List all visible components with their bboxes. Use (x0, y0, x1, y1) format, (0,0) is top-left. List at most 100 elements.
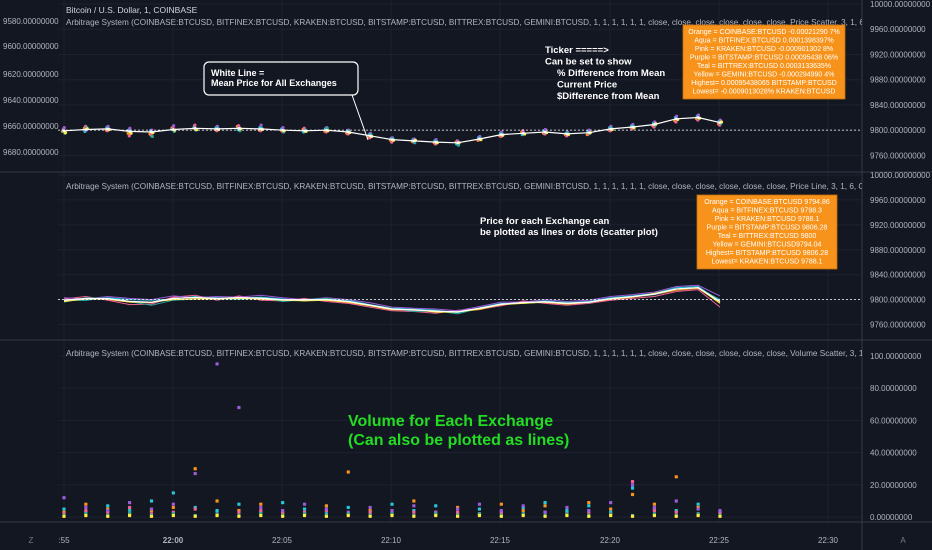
white-line-callout-pointer (351, 94, 369, 141)
volume-point-s1-26 (630, 486, 635, 490)
volume-point-s1-29 (696, 502, 700, 506)
volume-point-s5-23 (565, 513, 569, 518)
volume-right-tick-0: 100.00000000 (870, 352, 922, 361)
volume-point-s2-27 (652, 509, 656, 513)
volume-point-s3-29 (696, 507, 700, 511)
lines-right-tick-1: 9960.00000000 (870, 196, 926, 205)
volume-point-s5-5 (171, 513, 175, 518)
volume-point-s1-22 (543, 500, 547, 505)
volume-point-s2-16 (412, 510, 416, 514)
volume-point-s5-29 (696, 513, 700, 518)
volume-point-s5-19 (477, 513, 482, 518)
lines-right-tick-5: 9800.00000000 (870, 296, 926, 305)
volume-point-s0-28 (674, 475, 678, 479)
volume-point-s0-24 (587, 500, 591, 505)
price-pane[interactable] (58, 113, 862, 147)
mean-point-20 (500, 133, 503, 136)
volume-right-tick-2: 60.00000000 (870, 416, 917, 425)
price-right-tick-4: 9840.00000000 (870, 101, 926, 110)
mean-point-28 (674, 117, 678, 121)
mean-point-26 (631, 125, 634, 129)
price-point-s3-5 (172, 124, 176, 128)
volume-point-s2-28 (674, 510, 678, 514)
ticker-note-2: % Difference from Mean (557, 68, 665, 79)
left-tick-0: 9580.00000000 (3, 17, 59, 26)
price-point-s2-3 (127, 134, 131, 138)
volume-point-s3-28 (674, 499, 678, 503)
volume-point-s3-26 (630, 483, 635, 487)
mean-point-6 (193, 126, 197, 130)
volume-point-s5-0 (62, 514, 66, 518)
mean-point-5 (172, 128, 175, 131)
volume-note-0: Volume for Each Exchange (348, 413, 553, 430)
lines-tooltip-line-1: Aqua = BITFINEX:BTCUSD 9798.3 (712, 208, 822, 215)
volume-point-s5-6 (193, 514, 197, 518)
volume-point-s2-18 (456, 510, 460, 514)
ticker-note-1: Can be set to show (545, 57, 632, 68)
price-point-s2-28 (674, 120, 678, 124)
mean-point-22 (543, 130, 547, 134)
volume-point-s3-0 (62, 496, 66, 500)
volume-point-s3-21 (521, 504, 525, 508)
time-label-6: 22:25 (709, 536, 730, 545)
volume-point-s1-2 (106, 504, 110, 508)
price-tooltip-box (682, 24, 846, 100)
lines-note-0: Price for each Exchange can (480, 216, 610, 227)
volume-point-s3-24 (587, 509, 591, 513)
volume-right-tick-3: 40.00000000 (870, 449, 917, 458)
lines-tooltip-line-3: Purple = BITSTAMP:BTCUSD 9806.28 (707, 225, 828, 232)
volume-point-s0-9 (259, 502, 263, 506)
volume-point-s0-27 (652, 502, 656, 506)
mean-point-13 (346, 130, 350, 134)
time-label-4: 22:15 (490, 536, 511, 545)
volume-point-s3-3 (128, 500, 132, 505)
symbol-title: Bitcoin / U.S. Dollar, 1, COINBASE (66, 5, 198, 15)
lines-pane[interactable] (58, 284, 862, 315)
time-label-5: 22:20 (600, 536, 621, 545)
price-point-s4-4 (150, 134, 154, 139)
volume-point-s5-25 (609, 513, 613, 518)
volume-point-s5-27 (652, 513, 656, 518)
volume-point-s1-15 (390, 502, 394, 506)
volume-point-s5-15 (390, 513, 394, 518)
volume-point-s3-20 (499, 509, 503, 513)
volume-point-s5-12 (324, 514, 328, 518)
volume-point-s3-25 (609, 500, 613, 505)
volume-point-s5-2 (106, 514, 110, 518)
volume-point-s0-16 (412, 499, 416, 503)
lines-tooltip-box (696, 194, 838, 270)
volume-point-s0-20 (499, 502, 503, 506)
lines-tooltip-line-7: Lowest= KRAKEN:BTCUSD 9788.1 (711, 259, 822, 266)
ticker-note-3: Current Price (557, 80, 617, 91)
volume-point-s1-23 (565, 509, 569, 513)
time-label-1: 22:00 (163, 536, 184, 545)
price-right-tick-2: 9920.00000000 (870, 50, 926, 59)
price-tooltip-line-4: Teal = BITTREX:BTCUSD 0.0003133635% (697, 63, 831, 70)
volume-point-s5-8 (237, 514, 241, 518)
volume-point-s1-17 (434, 504, 438, 508)
volume-pane[interactable] (62, 362, 722, 518)
price-right-tick-5: 9800.00000000 (870, 126, 926, 135)
price-tooltip-line-1: Aqua = BITFINEX:BTCUSD 0.0001398397% (694, 38, 834, 45)
price-right-tick-6: 9760.00000000 (870, 151, 926, 160)
volume-point-s4-3 (128, 510, 132, 514)
volume-point-s0-5 (171, 505, 175, 510)
left-tick-2: 9620.00000000 (3, 70, 59, 79)
volume-point-s0-21 (521, 509, 525, 513)
time-label-7: 22:30 (818, 536, 839, 545)
price-tooltip-line-0: Orange = COINBASE:BTCUSD -0.00021290 7% (688, 29, 840, 36)
lines-note-1: be plotted as lines or dots (scatter plo… (480, 227, 658, 238)
lines-right-tick-2: 9920.00000000 (870, 221, 926, 230)
price-point-s3-0 (62, 126, 66, 130)
lines-right-tick-4: 9840.00000000 (870, 271, 926, 280)
volume-point-s5-1 (84, 513, 88, 518)
mean-point-15 (390, 138, 394, 141)
volume-point-s3-7 (215, 362, 219, 366)
mean-point-30 (718, 121, 722, 124)
volume-point-s5-11 (302, 513, 307, 518)
time-label-3: 22:10 (381, 536, 402, 545)
ticker-note-0: Ticker =====> (545, 45, 609, 56)
white-line-callout-text-0: White Line = (211, 68, 264, 78)
